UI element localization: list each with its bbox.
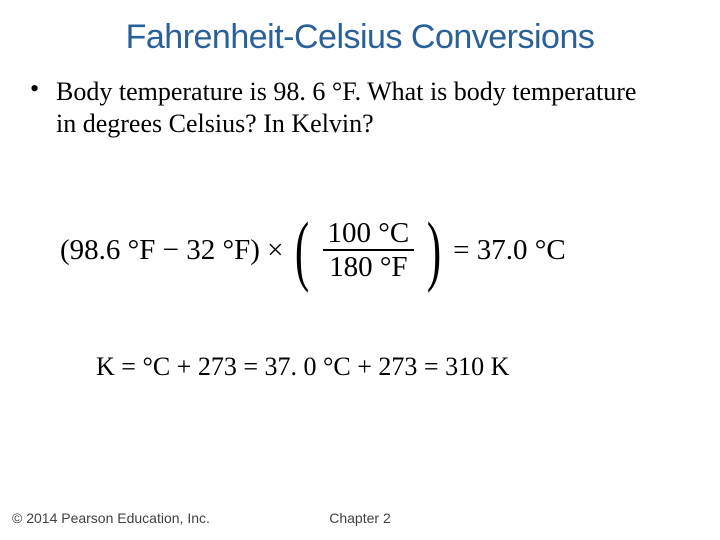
eq1-denominator: 180 °F xyxy=(323,249,413,282)
footer-chapter: Chapter 2 xyxy=(0,510,720,526)
close-paren-icon: ) xyxy=(427,219,441,281)
eq1-right: = 37.0 °C xyxy=(453,234,566,267)
equation-fahrenheit-to-celsius: (98.6 °F − 32 °F) × ( 100 °C 180 °F ) = … xyxy=(60,218,566,283)
bullet-row: • Body temperature is 98. 6 °F. What is … xyxy=(28,76,660,139)
bullet-text: Body temperature is 98. 6 °F. What is bo… xyxy=(56,76,660,139)
eq1-fraction: 100 °C 180 °F xyxy=(321,218,415,283)
eq1-left: (98.6 °F − 32 °F) × xyxy=(60,234,283,267)
slide-title: Fahrenheit-Celsius Conversions xyxy=(0,18,720,57)
open-paren-icon: ( xyxy=(295,219,309,281)
bullet-dot: • xyxy=(28,76,56,102)
equation-kelvin: K = °C + 273 = 37. 0 °C + 273 = 310 K xyxy=(96,352,509,382)
eq1-numerator: 100 °C xyxy=(321,218,415,249)
